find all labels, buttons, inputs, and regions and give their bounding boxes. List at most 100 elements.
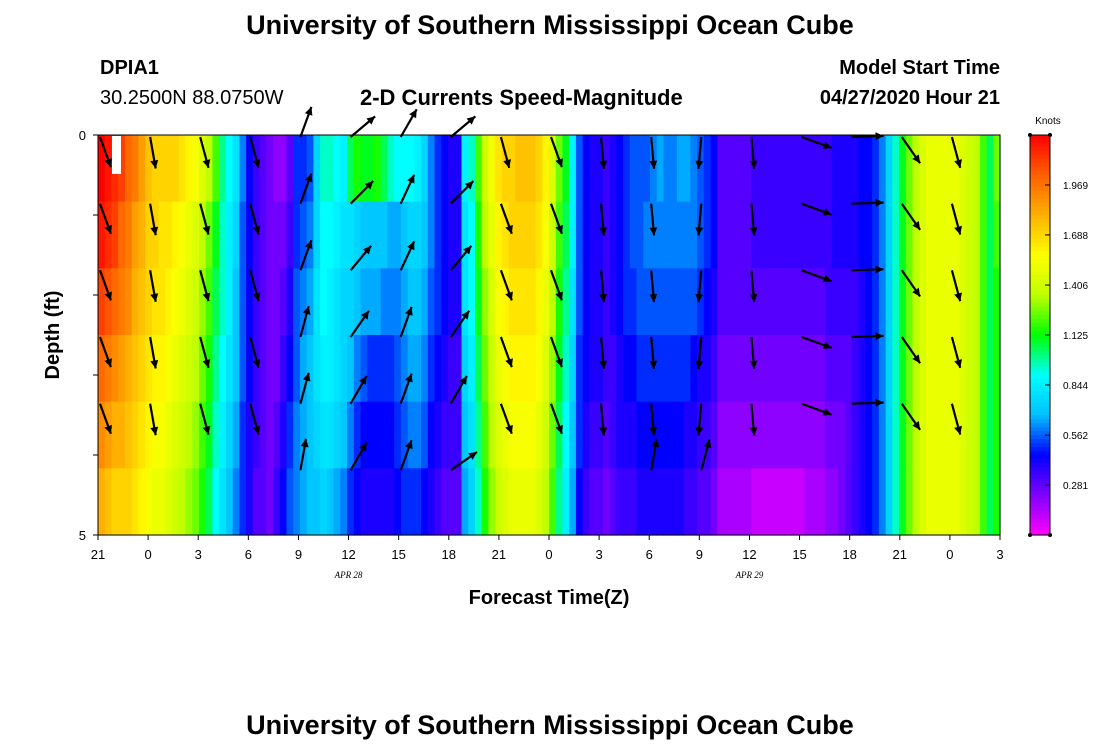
- heatmap-cell: [818, 268, 826, 336]
- heatmap-cell: [138, 201, 146, 269]
- heatmap-cell: [602, 135, 611, 203]
- heatmap-cell: [448, 201, 456, 269]
- heatmap-cell: [501, 401, 510, 469]
- heatmap-cell: [172, 201, 180, 269]
- heatmap-cell: [656, 268, 665, 336]
- heatmap-cell: [798, 201, 806, 269]
- current-arrow: [299, 438, 309, 471]
- heatmap-cell: [205, 201, 214, 269]
- heatmap-cell: [198, 401, 207, 469]
- heatmap-cell: [845, 401, 853, 469]
- heatmap-cell: [703, 335, 712, 403]
- heatmap-cell: [932, 201, 941, 269]
- current-arrow: [149, 336, 159, 369]
- heatmap-cell: [932, 468, 941, 536]
- x-tick-label: 21: [893, 547, 907, 562]
- heatmap-cell: [973, 335, 981, 403]
- heatmap-cell: [542, 135, 550, 203]
- heatmap-cell: [663, 468, 671, 536]
- heatmap-cell: [710, 401, 718, 469]
- colorbar-segment: [1030, 327, 1050, 332]
- heatmap-cell: [421, 335, 429, 403]
- heatmap-cell: [602, 468, 611, 536]
- heatmap-cell: [515, 268, 523, 336]
- heatmap-cell: [266, 401, 274, 469]
- heatmap-cell: [131, 201, 139, 269]
- colorbar-segment: [1030, 451, 1050, 456]
- heatmap-cell: [198, 468, 207, 536]
- heatmap-cell: [643, 335, 651, 403]
- heatmap-cell: [252, 335, 261, 403]
- colorbar-segment: [1030, 259, 1050, 264]
- heatmap-cell: [986, 201, 994, 269]
- heatmap-cell: [326, 468, 335, 536]
- colorbar-segment: [1030, 351, 1050, 356]
- current-arrow: [599, 203, 608, 236]
- heatmap-cell: [878, 268, 887, 336]
- heatmap-cell: [656, 335, 665, 403]
- heatmap-cell: [145, 268, 153, 336]
- heatmap-cell: [131, 268, 139, 336]
- heatmap-cell: [178, 201, 187, 269]
- heatmap-cell: [474, 135, 483, 203]
- heatmap-cell: [845, 335, 853, 403]
- colorbar-segment: [1030, 499, 1050, 504]
- heatmap-cell: [676, 468, 685, 536]
- heatmap-cell: [697, 268, 705, 336]
- heatmap-cell: [791, 335, 799, 403]
- heatmap-cell: [414, 468, 422, 536]
- heatmap-cell: [865, 335, 873, 403]
- heatmap-cell: [313, 468, 321, 536]
- colorbar-segment: [1030, 487, 1050, 492]
- current-arrow: [749, 203, 758, 236]
- heatmap-cell: [838, 468, 846, 536]
- colorbar-tick-label: 1.125: [1063, 331, 1088, 342]
- heatmap-cell: [340, 268, 348, 336]
- colorbar-segment: [1030, 135, 1050, 140]
- heatmap-cell: [387, 268, 395, 336]
- heatmap-cell: [872, 401, 880, 469]
- colorbar-segment: [1030, 387, 1050, 392]
- heatmap-cell: [690, 401, 698, 469]
- heatmap-cell: [111, 268, 119, 336]
- heatmap-cell: [239, 401, 247, 469]
- heatmap-cell: [851, 201, 860, 269]
- heatmap-cell: [454, 335, 463, 403]
- station-coordinates: 30.2500N 88.0750W: [100, 87, 284, 109]
- heatmap-cell: [676, 268, 685, 336]
- heatmap-cell: [542, 401, 550, 469]
- colorbar-segment: [1030, 515, 1050, 520]
- heatmap-cell: [232, 201, 240, 269]
- heatmap-cell: [198, 335, 207, 403]
- colorbar-segment: [1030, 383, 1050, 388]
- current-arrow: [749, 270, 758, 303]
- heatmap-cell: [360, 401, 368, 469]
- heatmap-cell: [824, 201, 833, 269]
- heatmap-cell: [683, 468, 691, 536]
- heatmap-cell: [845, 201, 853, 269]
- heatmap-cell: [831, 201, 840, 269]
- colorbar-segment: [1030, 379, 1050, 384]
- current-arrow: [149, 136, 159, 169]
- heatmap-cell: [663, 401, 671, 469]
- heatmap-cell: [273, 268, 281, 336]
- colorbar-segment: [1030, 347, 1050, 352]
- heatmap-cell: [939, 468, 947, 536]
- heatmap-cell: [380, 201, 389, 269]
- heatmap-cell: [575, 201, 584, 269]
- heatmap-cell: [495, 135, 503, 203]
- heatmap-cell: [535, 135, 543, 203]
- heatmap-cell: [333, 135, 341, 203]
- heatmap-cell: [118, 468, 126, 536]
- heatmap-cell: [232, 335, 240, 403]
- heatmap-cell: [124, 268, 133, 336]
- heatmap-cell: [279, 468, 288, 536]
- current-arrow: [749, 136, 758, 169]
- heatmap-cell: [986, 401, 994, 469]
- heatmap-cell: [986, 335, 994, 403]
- current-arrow: [549, 403, 563, 435]
- current-arrow: [549, 136, 563, 168]
- heatmap-cell: [246, 201, 254, 269]
- heatmap-cell: [313, 201, 321, 269]
- colorbar-corner: [1048, 533, 1052, 537]
